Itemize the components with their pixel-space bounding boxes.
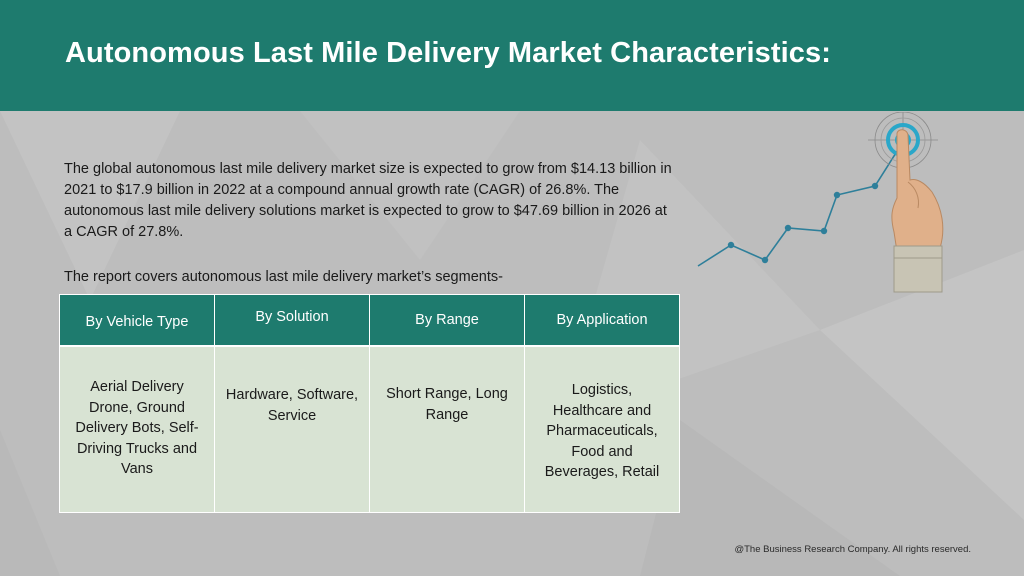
header-range: By Range: [369, 294, 525, 347]
intro-paragraph: The global autonomous last mile delivery…: [64, 161, 672, 240]
header-vehicle-type: By Vehicle Type: [59, 294, 215, 347]
cell-range: Short Range, Long Range: [369, 345, 525, 513]
header-bar: Autonomous Last Mile Delivery Market Cha…: [0, 0, 1024, 111]
growth-target-icon: [697, 112, 944, 293]
page-title: Autonomous Last Mile Delivery Market Cha…: [65, 37, 831, 69]
trend-line: [697, 144, 902, 267]
table-row: Aerial Delivery Drone, Ground Delivery B…: [59, 345, 680, 513]
cell-application: Logistics, Healthcare and Pharmaceutical…: [524, 345, 680, 513]
segments-note: The report covers autonomous last mile d…: [64, 269, 503, 285]
header-application: By Application: [524, 294, 680, 347]
table-header-row: By Vehicle Type By Solution By Range By …: [59, 294, 680, 347]
segments-table: By Vehicle Type By Solution By Range By …: [59, 294, 680, 513]
pointing-hand-icon: [891, 129, 944, 293]
cell-solution: Hardware, Software, Service: [214, 345, 370, 513]
header-solution: By Solution: [214, 294, 370, 347]
cell-vehicle-type: Aerial Delivery Drone, Ground Delivery B…: [59, 345, 215, 513]
footer-copyright: @The Business Research Company. All righ…: [734, 544, 971, 555]
